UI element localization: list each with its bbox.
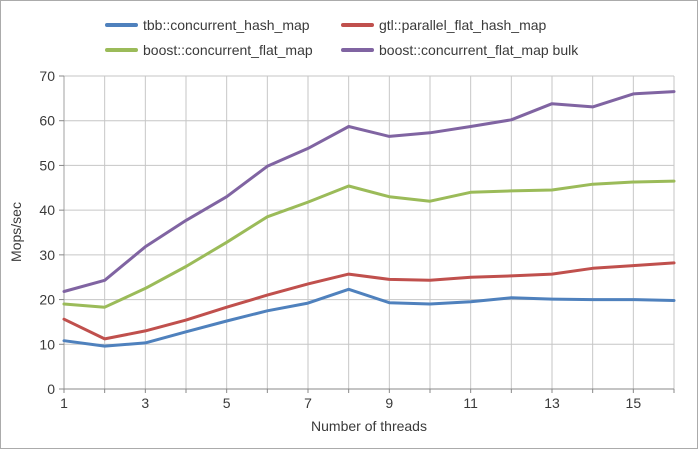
x-tick-label: 7 [304, 395, 312, 411]
legend-label: gtl::parallel_flat_hash_map [379, 16, 547, 33]
x-tick-label: 5 [223, 395, 231, 411]
legend-item: boost::concurrent_flat_map bulk [341, 39, 578, 60]
legend-label: boost::concurrent_flat_map bulk [379, 41, 579, 58]
series-line [62, 287, 676, 348]
legend-swatch-line-icon [105, 47, 138, 52]
x-tick-label: 1 [60, 395, 68, 411]
legend-label: boost::concurrent_flat_map [143, 41, 313, 58]
legend-item: tbb::concurrent_hash_map [105, 14, 341, 35]
y-tick-label: 60 [39, 113, 55, 129]
legend-swatch-line-icon [341, 22, 374, 27]
legend: tbb::concurrent_hash_map gtl::parallel_fl… [105, 14, 578, 60]
series-line [62, 90, 676, 293]
y-tick-label: 30 [39, 247, 55, 263]
x-tick-label: 11 [463, 395, 478, 411]
legend-label: tbb::concurrent_hash_map [143, 16, 310, 33]
x-tick-label: 9 [385, 395, 393, 411]
x-tick-label: 15 [626, 395, 642, 411]
series-line [62, 261, 676, 341]
legend-item: gtl::parallel_flat_hash_map [341, 14, 578, 35]
x-axis-title: Number of threads [311, 418, 427, 434]
y-tick-label: 0 [47, 381, 55, 397]
y-tick-label: 40 [39, 202, 55, 218]
legend-swatch-line-icon [105, 22, 138, 27]
x-tick-label: 13 [544, 395, 560, 411]
y-axis-title: Mops/sec [8, 202, 24, 262]
y-tick-label: 20 [39, 292, 55, 308]
x-tick-label: 3 [141, 395, 149, 411]
legend-swatch-line-icon [341, 47, 374, 52]
y-tick-label: 50 [39, 157, 55, 173]
series-line [62, 179, 676, 309]
legend-item: boost::concurrent_flat_map [105, 39, 341, 60]
y-tick-label: 10 [39, 336, 55, 352]
y-tick-label: 70 [39, 68, 55, 84]
